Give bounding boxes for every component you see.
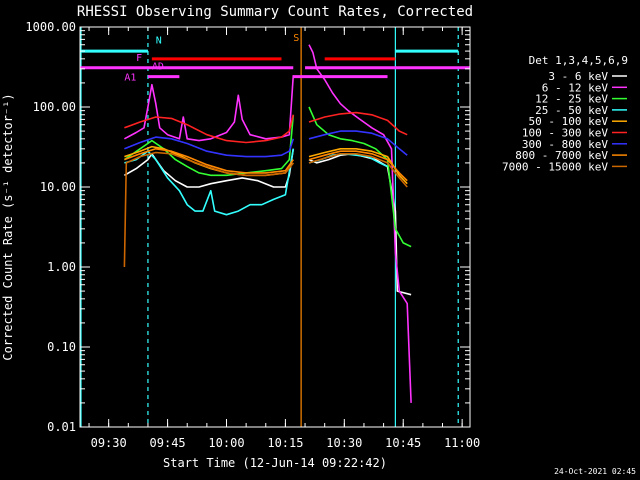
y-tick-label: 1000.00 [25, 20, 76, 34]
x-tick-label: 11:00 [444, 436, 480, 450]
series-7-segment-1 [124, 136, 295, 158]
y-tick-label: 0.10 [47, 340, 76, 354]
series-3-segment-2 [308, 106, 412, 248]
x-axis-ticks: 09:30 09:45 10:00 10:15 10:30 10:45 11:00 [88, 27, 480, 450]
footer-timestamp: 24-Oct-2021 02:45 [554, 467, 636, 476]
legend-label: 300 - 800 keV [522, 138, 608, 151]
vertical-marker-lines [80, 27, 459, 427]
legend-label: 800 - 7000 keV [515, 149, 608, 162]
legend-label: 50 - 100 keV [529, 115, 609, 128]
legend-title: Det 1,3,4,5,6,9 [529, 54, 628, 67]
legend-label: 25 - 50 keV [535, 104, 608, 117]
x-tick-label: 10:45 [385, 436, 421, 450]
series-9-segment-1 [123, 151, 294, 268]
plot-frame [79, 26, 471, 428]
legend-label: 100 - 300 keV [522, 127, 608, 140]
chart-title: RHESSI Observing Summary Count Rates, Co… [77, 4, 473, 20]
series-lines [123, 44, 412, 403]
x-tick-label: 09:30 [91, 436, 127, 450]
flag-labels: N F AD A1 S [124, 33, 299, 84]
x-tick-label: 09:45 [150, 436, 186, 450]
x-axis-label: Start Time (12-Jun-14 09:22:42) [163, 456, 387, 470]
flag-label-2: F [136, 53, 142, 64]
series-2-segment-1 [124, 75, 295, 142]
flag-label-1: N [156, 35, 162, 46]
x-tick-label: 10:00 [208, 436, 244, 450]
y-tick-label: 1.00 [47, 260, 76, 274]
series-5-segment-2 [308, 148, 408, 185]
series-6-segment-1 [124, 114, 295, 144]
flag-label-4: A1 [124, 73, 136, 84]
y-axis-label: Corrected Count Rate (s⁻¹ detector⁻¹) [1, 93, 15, 360]
legend-label: 6 - 12 keV [542, 81, 609, 94]
y-tick-label: 10.00 [40, 180, 76, 194]
series-8-segment-2 [308, 150, 408, 182]
x-tick-label: 10:30 [326, 436, 362, 450]
flag-label-5: S [293, 33, 299, 44]
y-tick-label: 100.00 [33, 100, 76, 114]
series-7-segment-2 [308, 130, 408, 156]
series-1-segment-1 [124, 148, 295, 188]
series-6-segment-2 [308, 111, 408, 136]
series-3-segment-1 [123, 114, 295, 177]
legend-label: 3 - 6 keV [548, 70, 608, 83]
series-2-segment-2 [308, 44, 412, 403]
series-9-segment-2 [308, 153, 408, 188]
series-8-segment-1 [124, 148, 294, 174]
flag-label-3: AD [152, 62, 164, 73]
series-4-segment-1 [124, 148, 295, 216]
legend-label: 7000 - 15000 keV [502, 160, 608, 173]
x-tick-label: 10:15 [267, 436, 303, 450]
y-tick-label: 0.01 [47, 420, 76, 434]
legend-label: 12 - 25 keV [535, 93, 608, 106]
flag-bars [80, 49, 470, 79]
y-axis-ticks: 0.01 0.10 1.00 10.00 100.00 1000.00 [25, 20, 470, 434]
